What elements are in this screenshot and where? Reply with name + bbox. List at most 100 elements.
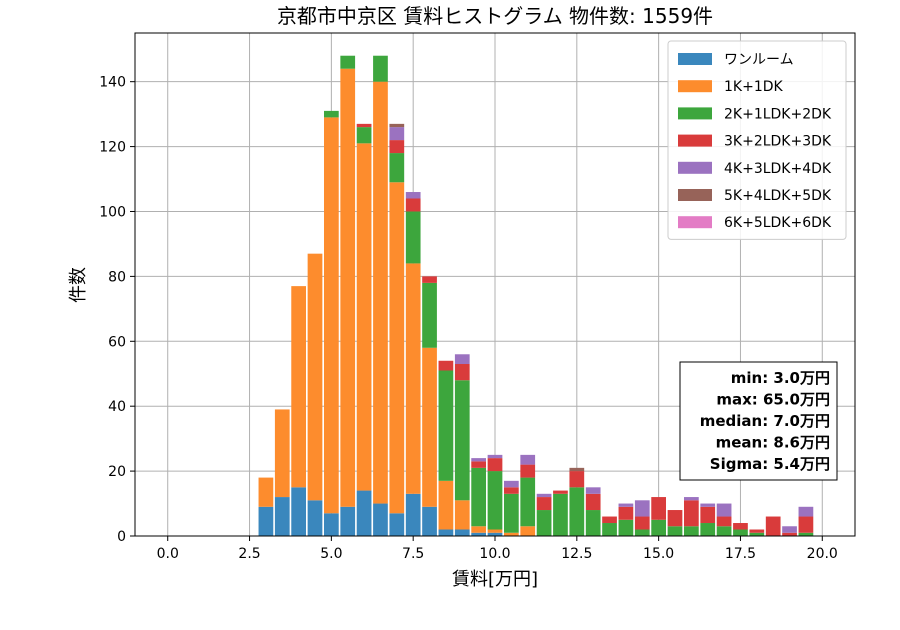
histogram-bar xyxy=(798,516,814,533)
histogram-bar xyxy=(618,506,634,520)
histogram-bar xyxy=(487,529,503,533)
histogram-bar xyxy=(438,480,454,530)
y-tick-label: 100 xyxy=(99,204,126,220)
histogram-bar xyxy=(569,471,585,488)
histogram-bar xyxy=(487,532,503,536)
y-tick-label: 60 xyxy=(108,334,126,350)
histogram-bar xyxy=(373,81,388,504)
histogram-bar xyxy=(553,490,568,494)
histogram-bar xyxy=(471,532,486,536)
histogram-bar xyxy=(487,471,503,530)
histogram-bar xyxy=(438,360,454,371)
histogram-bar xyxy=(356,123,372,128)
x-tick-label: 15.0 xyxy=(643,546,674,562)
histogram-bar xyxy=(356,143,372,491)
histogram-bar xyxy=(504,493,519,533)
histogram-bar xyxy=(373,55,388,82)
histogram-bar xyxy=(324,110,339,118)
histogram-bar xyxy=(356,490,372,536)
histogram-bar xyxy=(504,532,519,536)
plot-area: 0.0 2.5 5.0 7.5 10.0 12.5 15.0 17.5 20.0 0 20 40 60 8… xyxy=(99,32,856,562)
y-tick-label: 40 xyxy=(108,399,126,415)
histogram-bar xyxy=(700,523,716,536)
histogram-bar xyxy=(585,493,601,511)
histogram-bar xyxy=(667,526,683,536)
stats-line: max: 65.0万円 xyxy=(716,391,830,409)
stats-box: min: 3.0万円 max: 65.0万円 median: 7.0万円 mean: … xyxy=(679,361,838,481)
histogram-bar xyxy=(340,68,356,507)
histogram-bar xyxy=(340,506,356,536)
histogram-bar xyxy=(520,477,536,527)
histogram-bar xyxy=(454,380,470,501)
histogram-bar xyxy=(716,503,732,517)
stats-box-frame xyxy=(679,361,838,481)
histogram-bar xyxy=(324,513,339,536)
histogram-bar xyxy=(422,347,437,507)
histogram-bar xyxy=(274,497,290,536)
histogram-bar xyxy=(389,182,405,514)
histogram-bar xyxy=(504,487,519,494)
histogram-bar xyxy=(618,519,634,536)
x-tick-label: 0.0 xyxy=(157,546,179,562)
x-axis-label: 賃料[万円] xyxy=(452,569,538,590)
histogram-bar xyxy=(471,526,486,533)
histogram-bar xyxy=(438,529,454,536)
x-tick-label: 12.5 xyxy=(561,546,592,562)
histogram-bar xyxy=(405,211,421,264)
y-tick-label: 140 xyxy=(99,75,126,91)
histogram-bar xyxy=(291,487,306,536)
histogram-bar xyxy=(585,510,601,536)
x-tick-label: 10.0 xyxy=(479,546,510,562)
histogram-bar xyxy=(389,123,405,128)
histogram-bar xyxy=(782,532,797,536)
histogram-bar xyxy=(602,523,617,536)
histogram-bar xyxy=(307,253,323,501)
histogram-bar xyxy=(684,526,699,536)
histogram-bar xyxy=(536,497,552,511)
histogram-bar xyxy=(258,506,274,536)
histogram-bar xyxy=(684,500,699,527)
histogram-bar xyxy=(454,500,470,530)
histogram-bar xyxy=(389,153,405,183)
histogram-bar xyxy=(700,503,716,507)
y-tick-label: 120 xyxy=(99,140,126,156)
legend-swatch xyxy=(678,216,712,229)
histogram-bar xyxy=(454,529,470,536)
histogram-bar xyxy=(749,532,765,536)
histogram-bar xyxy=(471,461,486,468)
histogram-bar xyxy=(471,458,486,462)
histogram-bar xyxy=(733,529,748,536)
legend-label: 5K+4LDK+5DK xyxy=(724,188,832,204)
stats-line: mean: 8.6万円 xyxy=(716,434,830,452)
histogram-bar xyxy=(634,529,650,536)
y-tick-label: 20 xyxy=(108,464,126,480)
legend: ワンルーム 1K+1DK 2K+1LDK+2DK 3K+2LDK+3DK 4K+3LDK… xyxy=(667,40,847,240)
histogram-bar xyxy=(324,117,339,514)
x-tick-label: 17.5 xyxy=(725,546,756,562)
histogram-bar xyxy=(716,526,732,536)
histogram-bar xyxy=(422,276,437,283)
histogram-bar xyxy=(569,487,585,536)
histogram-bar xyxy=(405,192,421,199)
histogram-bar xyxy=(749,529,765,533)
histogram-bar xyxy=(438,370,454,481)
histogram-bar xyxy=(504,480,519,488)
histogram-bar xyxy=(798,506,814,517)
histogram-bar xyxy=(536,510,552,536)
y-axis-label: 件数 xyxy=(68,267,89,303)
histogram-bar xyxy=(340,55,356,69)
legend-swatch xyxy=(678,161,712,174)
histogram-bar xyxy=(373,503,388,536)
legend-label: 2K+1LDK+2DK xyxy=(724,106,832,122)
histogram-bar xyxy=(553,493,568,536)
histogram-bar xyxy=(520,464,536,478)
histogram-bar xyxy=(765,516,781,536)
histogram-bar xyxy=(634,500,650,517)
x-tick-label: 2.5 xyxy=(238,546,260,562)
legend-swatch xyxy=(678,53,712,65)
legend-swatch xyxy=(678,134,712,147)
x-tick-label: 7.5 xyxy=(402,546,424,562)
histogram-bar xyxy=(405,263,421,494)
legend-label: 4K+3LDK+4DK xyxy=(724,161,832,177)
